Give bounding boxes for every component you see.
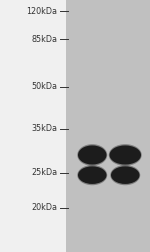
Text: 25kDa: 25kDa: [31, 168, 57, 177]
FancyBboxPatch shape: [0, 0, 66, 252]
Ellipse shape: [77, 165, 107, 185]
FancyBboxPatch shape: [66, 0, 150, 252]
Ellipse shape: [110, 165, 140, 185]
Text: 35kDa: 35kDa: [31, 124, 57, 133]
Ellipse shape: [111, 166, 140, 184]
Text: 20kDa: 20kDa: [31, 203, 57, 212]
Ellipse shape: [78, 166, 106, 184]
Ellipse shape: [78, 145, 106, 165]
Ellipse shape: [77, 144, 107, 166]
Ellipse shape: [109, 144, 142, 166]
Ellipse shape: [110, 145, 141, 165]
Text: 85kDa: 85kDa: [31, 35, 57, 44]
Text: 120kDa: 120kDa: [26, 7, 57, 16]
Text: 50kDa: 50kDa: [31, 82, 57, 91]
